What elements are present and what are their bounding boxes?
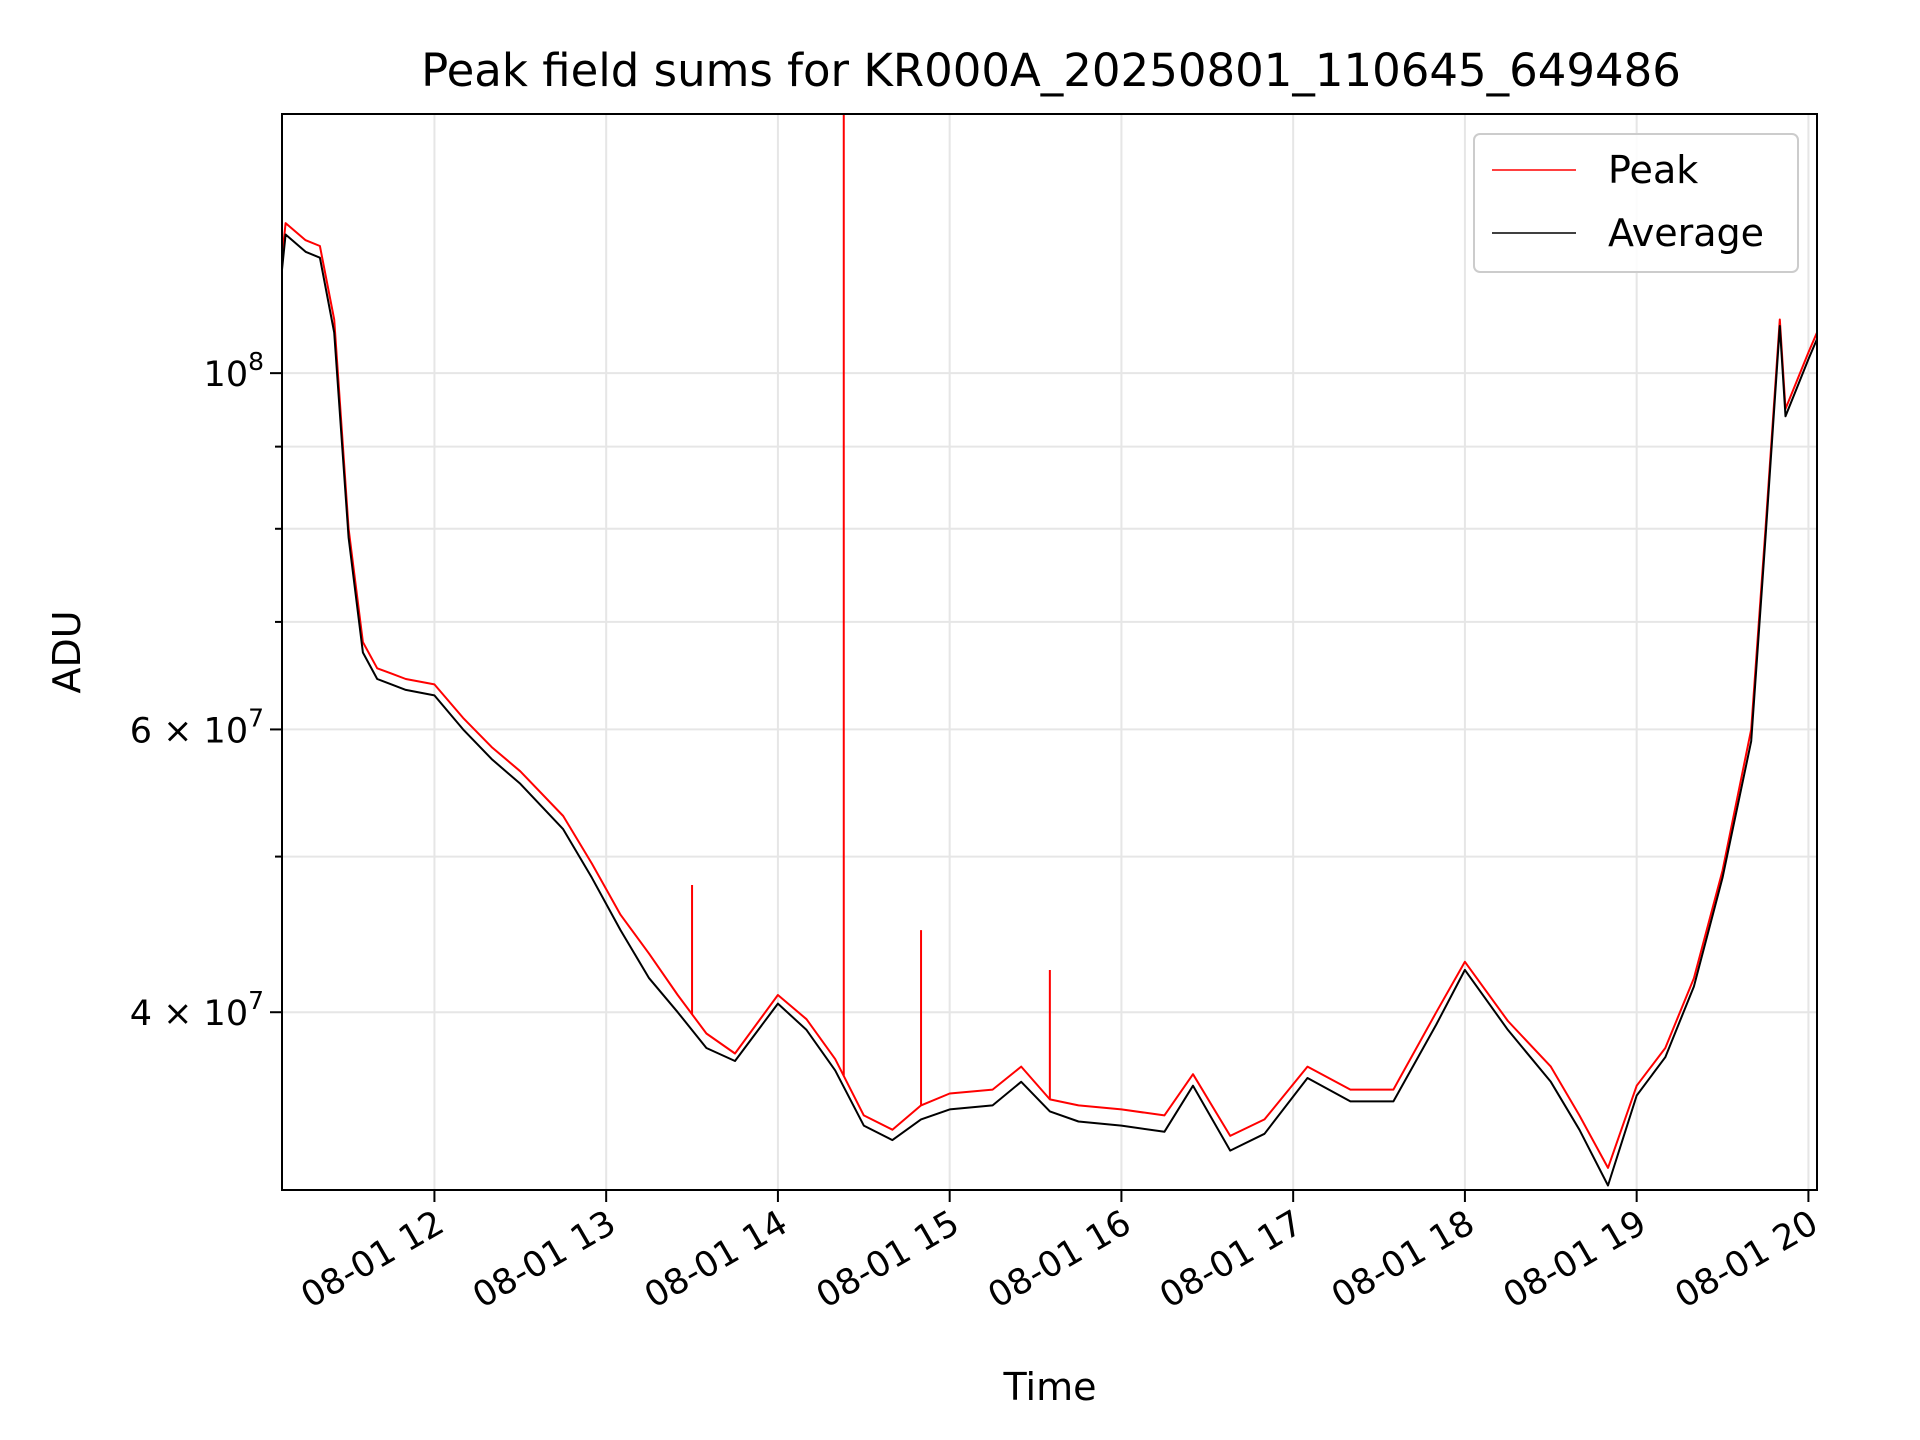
y-tick-label: 4 × 107 — [130, 986, 264, 1034]
chart-title: Peak field sums for KR000A_20250801_1106… — [421, 44, 1681, 97]
series-line-peak — [282, 222, 1817, 1169]
y-tick-label: 6 × 107 — [130, 703, 264, 751]
y-tick-label: 108 — [204, 347, 264, 395]
legend-label-average: Average — [1608, 211, 1764, 255]
series-line-average — [282, 233, 1817, 1187]
plot-frame — [281, 113, 1818, 1191]
y-axis-label: ADU — [45, 610, 89, 693]
x-axis-label: Time — [1003, 1365, 1097, 1409]
series-layer — [282, 114, 1817, 1187]
legend-label-peak: Peak — [1608, 148, 1698, 192]
legend: Peak Average — [1473, 133, 1799, 273]
y-axis: 108 6 × 107 4 × 107 — [130, 347, 282, 1034]
legend-box — [1473, 133, 1799, 273]
